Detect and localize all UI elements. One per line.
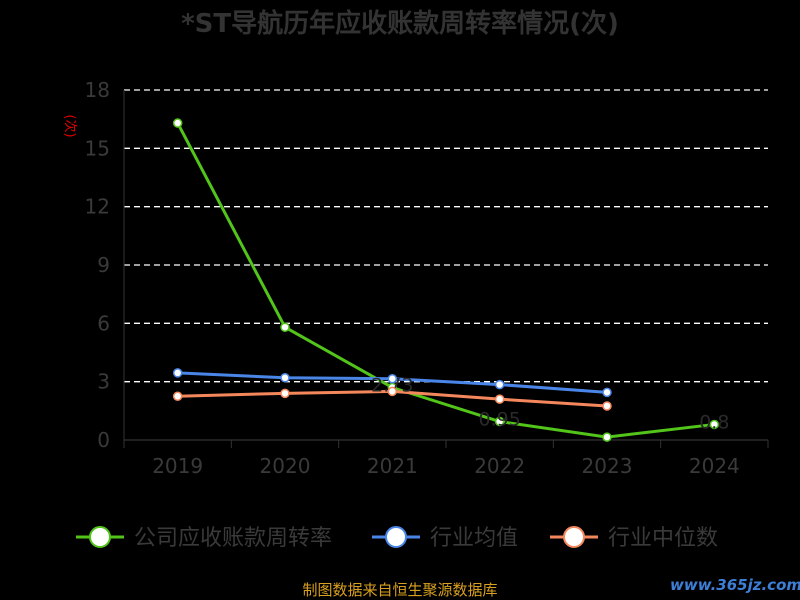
legend-marker[interactable] bbox=[563, 526, 585, 548]
y-tick-label: 0 bbox=[97, 428, 110, 452]
data-point bbox=[602, 401, 612, 411]
legend-marker[interactable] bbox=[385, 526, 407, 548]
data-point bbox=[494, 394, 505, 404]
x-tick-label: 2024 bbox=[689, 454, 740, 478]
data-point bbox=[172, 391, 183, 401]
data-point bbox=[280, 388, 290, 399]
data-label: 0.95 bbox=[479, 409, 521, 431]
y-axis-label: (次) bbox=[62, 114, 78, 137]
data-point bbox=[602, 432, 612, 442]
x-tick-label: 2019 bbox=[152, 454, 203, 478]
legend-label[interactable]: 行业均值 bbox=[430, 526, 518, 551]
data-point bbox=[172, 368, 183, 378]
source-note: 制图数据来自恒生聚源数据库 bbox=[302, 581, 497, 599]
series-group: 2.73 0.95 0.8 bbox=[172, 118, 729, 442]
data-point bbox=[602, 387, 612, 398]
watermark: www.365jz.com bbox=[670, 576, 800, 594]
y-tick-label: 18 bbox=[85, 78, 110, 102]
x-tick-label: 2023 bbox=[582, 454, 633, 478]
data-label: 0.8 bbox=[699, 411, 729, 433]
series-line bbox=[176, 122, 715, 439]
x-tick-label: 2021 bbox=[367, 454, 418, 478]
axes: 0 3 6 9 12 15 18 2019 2020 2021 2022 2023 2024 bbox=[85, 78, 769, 478]
legend-label[interactable]: 行业中位数 bbox=[608, 526, 718, 551]
legend-label[interactable]: 公司应收账款周转率 bbox=[134, 526, 332, 551]
data-point bbox=[387, 386, 398, 397]
x-tick-label: 2022 bbox=[474, 454, 525, 478]
y-tick-label: 15 bbox=[85, 136, 110, 160]
data-point bbox=[494, 416, 505, 427]
y-tick-label: 6 bbox=[97, 311, 110, 335]
chart-title: *ST导航历年应收账款周转率情况(次) bbox=[181, 8, 619, 39]
y-tick-label: 12 bbox=[85, 195, 110, 219]
legend[interactable]: 公司应收账款周转率 行业均值 行业中位数 bbox=[76, 526, 718, 551]
data-point bbox=[280, 322, 290, 332]
data-point bbox=[709, 419, 720, 430]
data-point bbox=[494, 379, 505, 390]
y-tick-label: 9 bbox=[97, 253, 110, 277]
x-tick-label: 2020 bbox=[260, 454, 311, 478]
data-label: 2.73 bbox=[371, 375, 413, 397]
data-point bbox=[172, 118, 183, 128]
legend-marker[interactable] bbox=[89, 526, 111, 548]
grid bbox=[124, 89, 768, 383]
data-point bbox=[387, 374, 398, 384]
data-point bbox=[280, 373, 290, 383]
y-tick-label: 3 bbox=[97, 370, 110, 394]
